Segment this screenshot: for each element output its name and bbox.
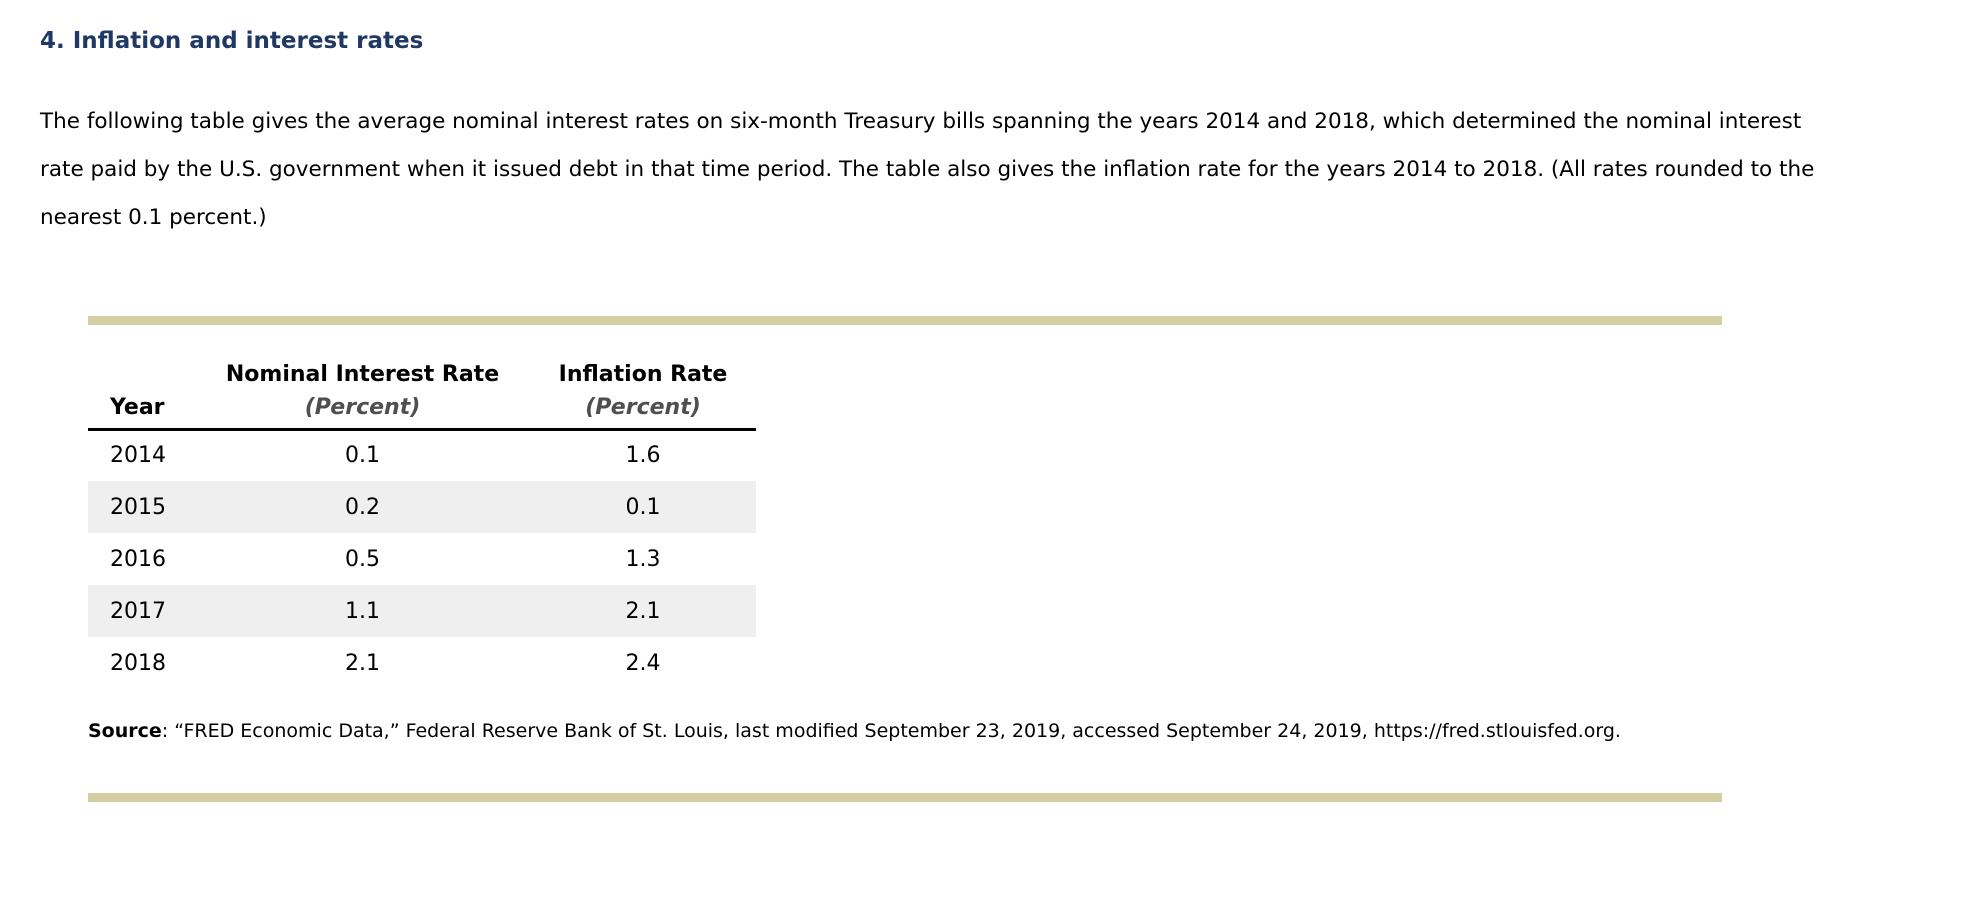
inflation-rate-cell: 2.4: [625, 650, 661, 676]
inflation-rate-column-header: Inflation Rate: [558, 362, 728, 387]
inflation-rate-cell: 1.3: [625, 546, 661, 572]
year-column-header: Year: [88, 389, 195, 431]
exhibit-panel: Nominal Interest Rate Inflation Rate Yea…: [88, 316, 1722, 802]
table-row: 2016 0.5 1.3: [88, 533, 756, 585]
year-cell: 2018: [110, 650, 166, 676]
source-note: Source: “FRED Economic Data,” Federal Re…: [88, 719, 1722, 743]
nominal-rate-cell: 0.1: [345, 443, 380, 469]
inflation-rate-cell: 1.6: [625, 443, 661, 469]
nominal-rate-column-header: Nominal Interest Rate: [225, 362, 500, 387]
source-label: Source: [88, 720, 162, 742]
inflation-rate-cell: 0.1: [625, 494, 661, 520]
year-cell: 2014: [110, 443, 166, 469]
table-row: 2015 0.2 0.1: [88, 481, 756, 533]
nominal-rate-cell: 1.1: [345, 598, 380, 624]
table-row: 2017 1.1 2.1: [88, 585, 756, 637]
nominal-rate-cell: 0.5: [345, 546, 380, 572]
intro-paragraph: The following table gives the average no…: [40, 109, 1815, 230]
year-cell: 2016: [110, 546, 166, 572]
year-cell: 2015: [110, 494, 166, 520]
page-title: 4. Inflation and interest rates: [40, 28, 424, 54]
table-header-row: Nominal Interest Rate Inflation Rate: [88, 347, 756, 389]
nominal-percent-sublabel: (Percent): [195, 389, 530, 431]
empty-header-cell: [88, 347, 195, 389]
inflation-rate-cell: 2.1: [625, 598, 661, 624]
page: 4. Inflation and interest rates The foll…: [0, 28, 1974, 802]
table-row: 2018 2.1 2.4: [88, 637, 756, 689]
table-subheader-row: Year (Percent) (Percent): [88, 389, 756, 431]
nominal-rate-cell: 2.1: [345, 650, 380, 676]
accent-bar-top: [88, 316, 1722, 325]
rates-table: Nominal Interest Rate Inflation Rate Yea…: [88, 347, 756, 689]
source-text: : “FRED Economic Data,” Federal Reserve …: [161, 720, 1621, 742]
inflation-percent-sublabel: (Percent): [530, 389, 756, 431]
nominal-rate-cell: 0.2: [345, 494, 380, 520]
table-row: 2014 0.1 1.6: [88, 429, 756, 481]
accent-bar-bottom: [88, 793, 1722, 802]
year-cell: 2017: [110, 598, 166, 624]
